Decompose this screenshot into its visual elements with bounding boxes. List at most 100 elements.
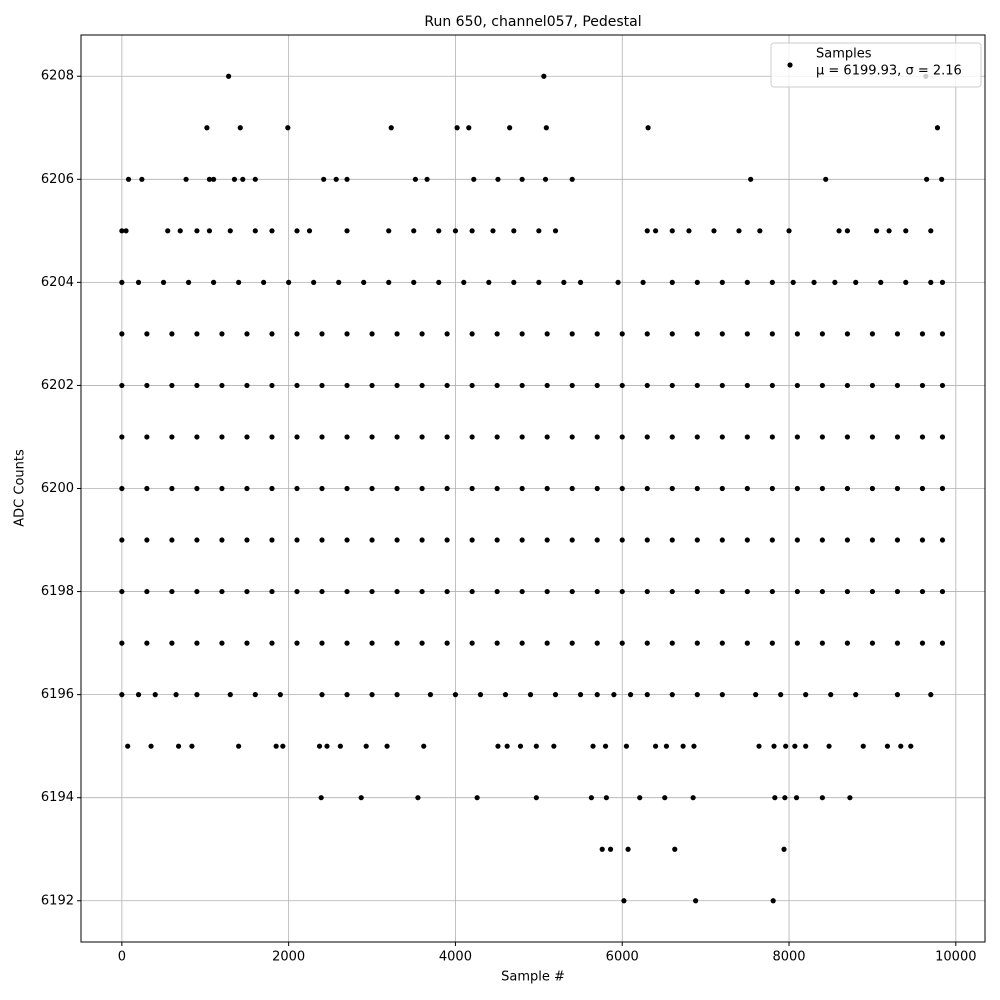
point xyxy=(744,382,750,389)
point xyxy=(919,588,926,595)
point xyxy=(819,382,825,389)
point xyxy=(544,331,550,337)
point xyxy=(294,331,300,337)
point xyxy=(878,279,884,285)
point xyxy=(894,382,901,389)
point xyxy=(536,279,542,285)
point xyxy=(123,228,129,234)
point xyxy=(495,176,501,182)
point xyxy=(924,176,930,182)
point xyxy=(494,434,500,440)
point xyxy=(316,743,323,749)
point xyxy=(769,331,775,337)
point xyxy=(519,485,525,492)
point xyxy=(694,588,700,595)
point xyxy=(119,331,125,337)
point xyxy=(819,588,825,595)
point xyxy=(669,228,675,234)
point xyxy=(719,588,725,595)
point xyxy=(194,485,200,492)
point xyxy=(536,228,542,234)
point xyxy=(394,640,400,646)
point xyxy=(252,692,258,698)
point xyxy=(939,640,946,646)
point xyxy=(125,743,131,749)
point xyxy=(869,537,876,543)
point xyxy=(644,485,650,492)
point xyxy=(319,537,325,543)
point xyxy=(619,537,625,543)
legend-box xyxy=(770,42,982,88)
point xyxy=(527,692,534,698)
point xyxy=(894,588,901,595)
point xyxy=(269,640,275,646)
point xyxy=(744,331,750,337)
y-tick-label: 6204 xyxy=(41,275,74,290)
point xyxy=(384,743,390,749)
point xyxy=(169,537,175,543)
point xyxy=(602,743,609,749)
point xyxy=(744,485,750,492)
point xyxy=(363,743,369,749)
point xyxy=(569,640,575,646)
point xyxy=(119,228,125,234)
point xyxy=(823,176,829,182)
point xyxy=(744,640,750,646)
point xyxy=(519,537,525,543)
point xyxy=(919,537,926,543)
point xyxy=(469,588,475,595)
point xyxy=(319,640,325,646)
point xyxy=(828,692,834,698)
point xyxy=(469,537,475,543)
point xyxy=(619,640,625,646)
point xyxy=(794,485,800,492)
point xyxy=(771,743,777,749)
point xyxy=(169,434,175,440)
point xyxy=(269,331,275,337)
point xyxy=(844,331,850,337)
point xyxy=(844,228,850,234)
point xyxy=(344,382,350,389)
point xyxy=(419,434,425,440)
legend-note: μ = 6199.93, σ = 2.16 xyxy=(816,64,962,79)
point xyxy=(694,434,700,440)
point xyxy=(744,588,750,595)
y-tick-label: 6200 xyxy=(41,481,74,496)
y-tick-label: 6198 xyxy=(41,584,74,599)
point xyxy=(319,331,325,337)
point xyxy=(619,331,625,337)
point xyxy=(939,434,946,440)
point xyxy=(519,640,525,646)
point xyxy=(226,73,232,79)
point xyxy=(194,331,200,337)
legend-label: Samples xyxy=(816,47,872,62)
point xyxy=(494,382,500,389)
point xyxy=(240,176,246,182)
x-tick-label: 2000 xyxy=(272,950,305,965)
point xyxy=(769,279,775,285)
point xyxy=(869,588,876,595)
point xyxy=(769,485,775,492)
point xyxy=(394,692,400,698)
point xyxy=(219,485,225,492)
point xyxy=(280,743,286,749)
point xyxy=(873,228,880,234)
point xyxy=(903,279,909,285)
point xyxy=(231,176,238,182)
point xyxy=(637,795,643,801)
point xyxy=(561,279,567,285)
point xyxy=(519,434,525,440)
point xyxy=(519,331,525,337)
point xyxy=(836,228,842,234)
point xyxy=(939,279,946,285)
point xyxy=(819,485,825,492)
point xyxy=(939,588,946,595)
point xyxy=(444,331,450,337)
point xyxy=(471,176,477,182)
point xyxy=(934,125,941,131)
point xyxy=(269,485,275,492)
x-tick-label: 6000 xyxy=(606,950,639,965)
point xyxy=(344,640,350,646)
point xyxy=(577,692,584,698)
point xyxy=(252,228,258,234)
